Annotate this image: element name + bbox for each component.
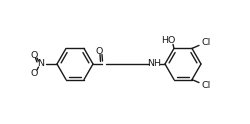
Text: Cl: Cl: [202, 81, 210, 90]
Text: O: O: [30, 68, 38, 78]
Text: O: O: [95, 46, 103, 56]
Text: HO: HO: [161, 36, 175, 45]
Text: Cl: Cl: [202, 38, 210, 47]
Text: NH: NH: [147, 60, 161, 68]
Text: O: O: [30, 50, 38, 60]
Text: N: N: [38, 60, 44, 68]
